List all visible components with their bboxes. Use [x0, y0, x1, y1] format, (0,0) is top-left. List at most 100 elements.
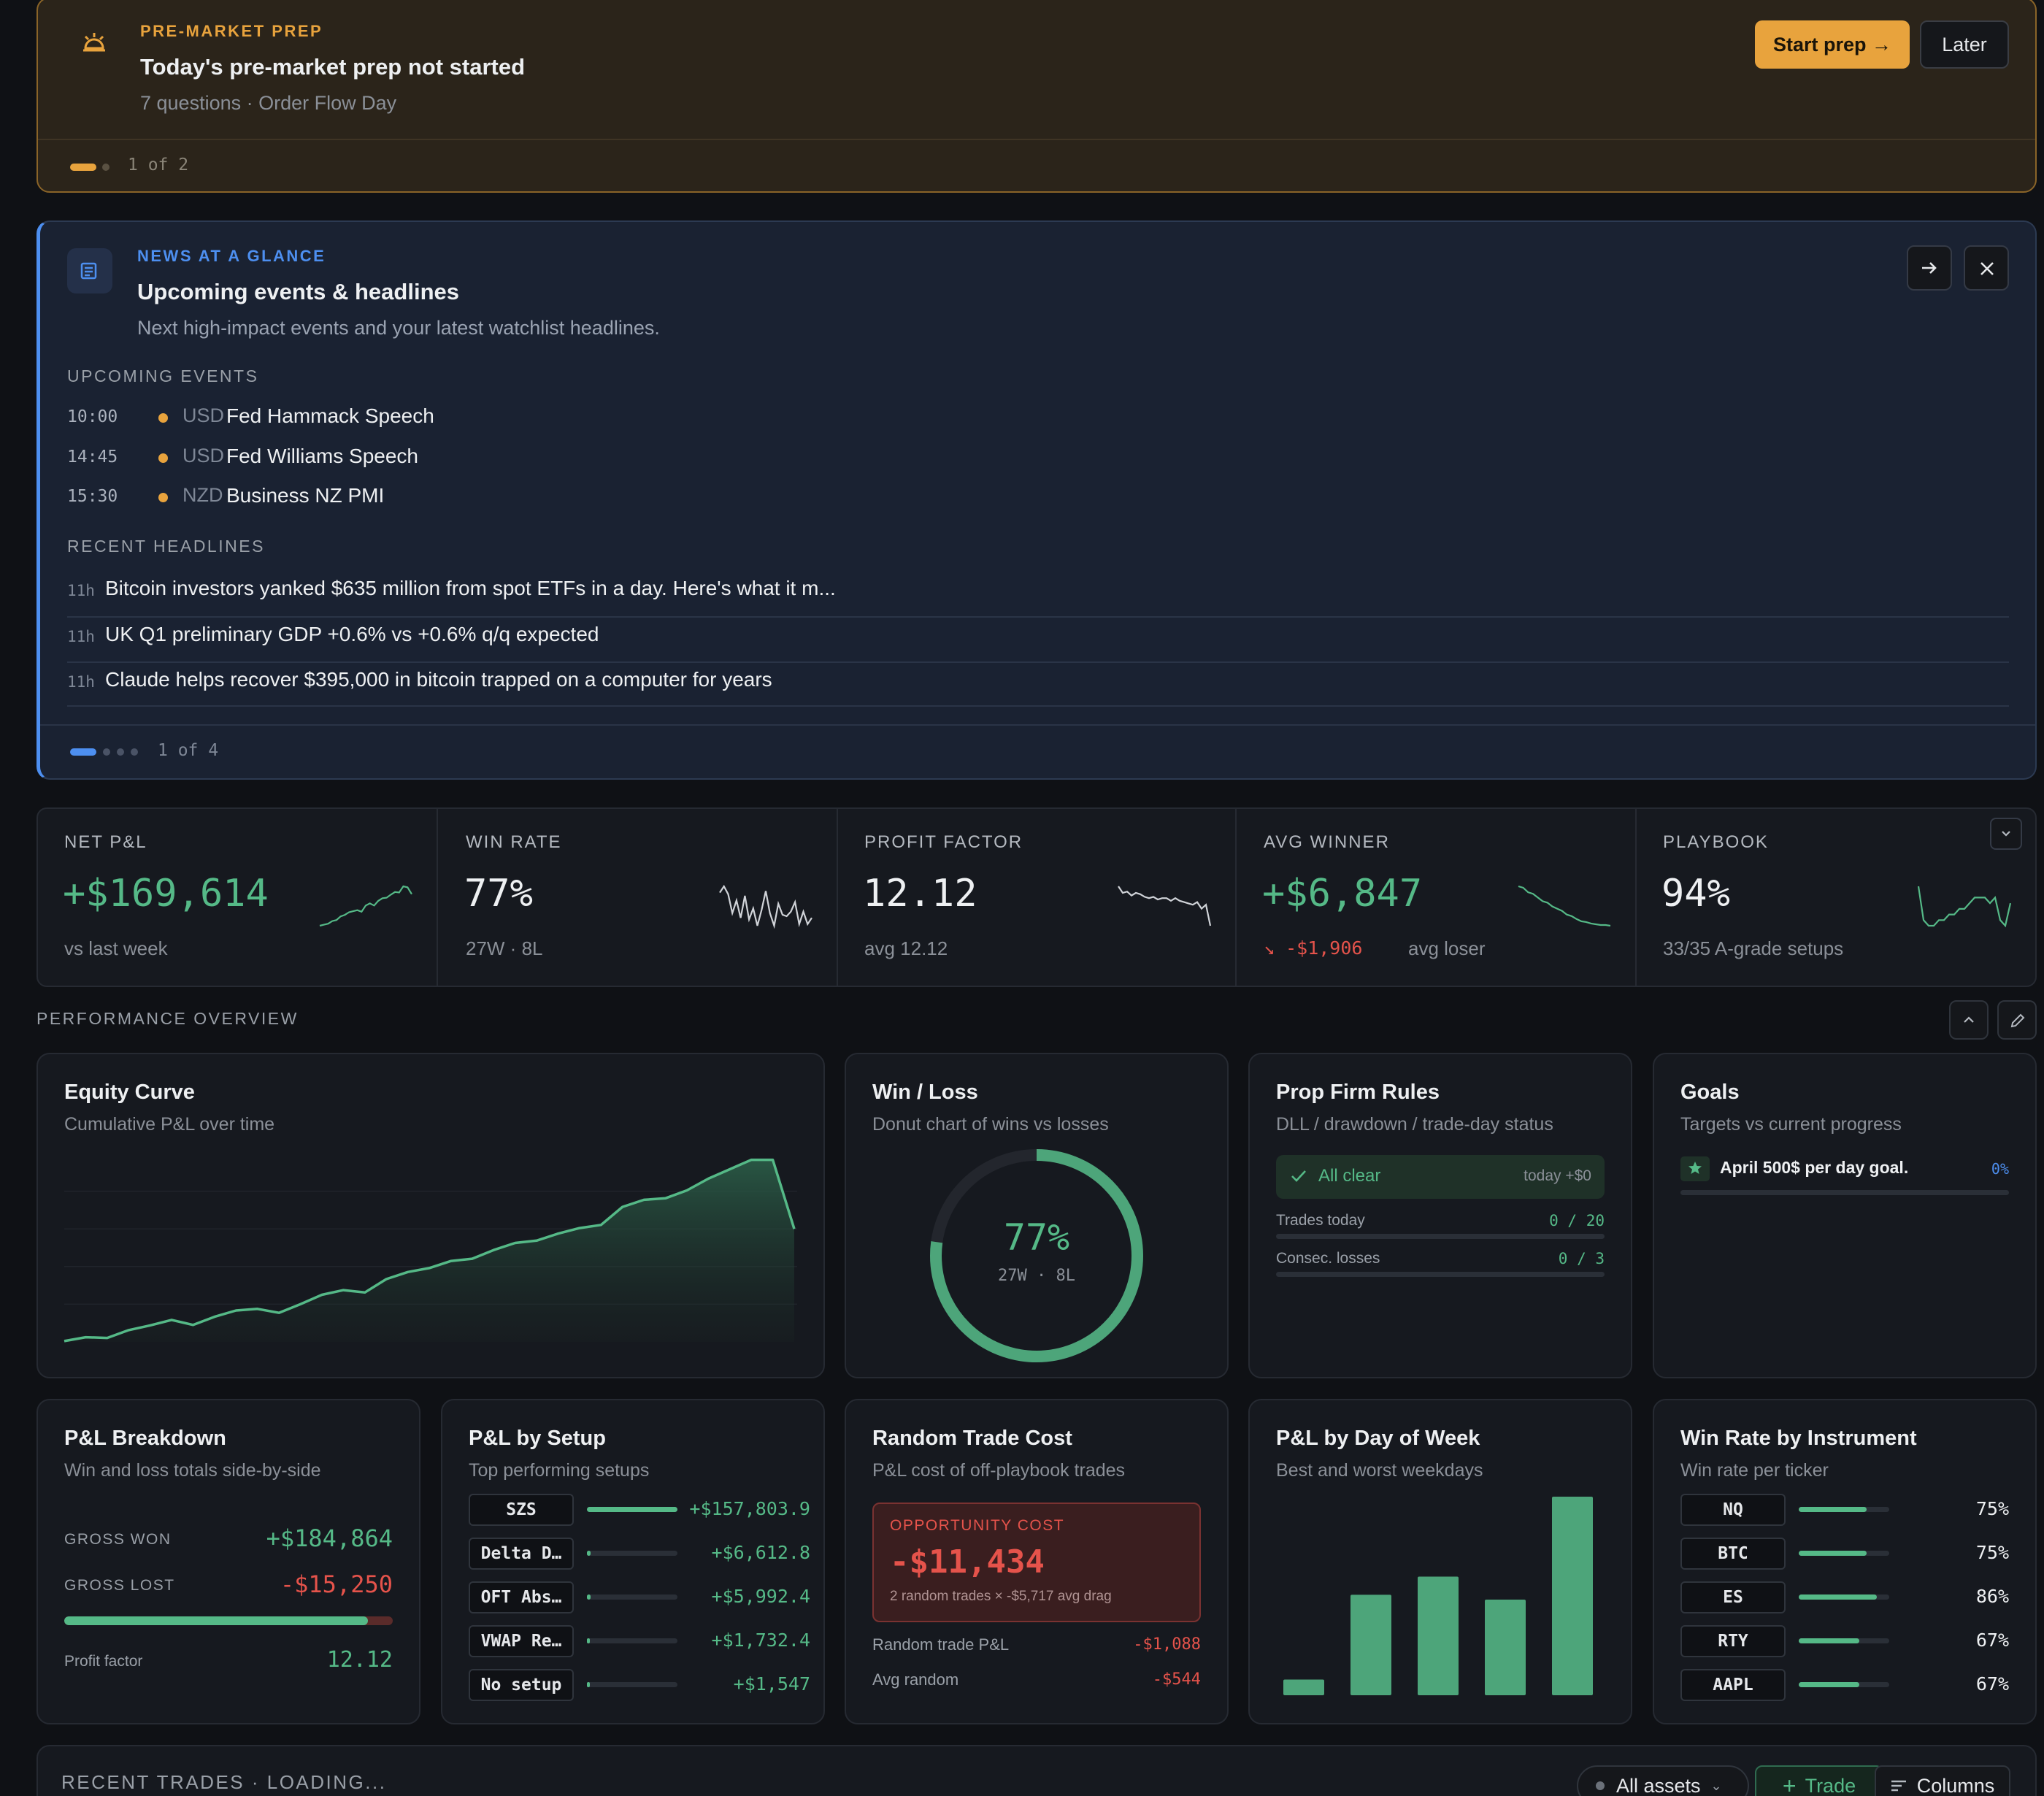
win-loss-card — [845, 1053, 1229, 1378]
dow-bar[interactable] — [1485, 1599, 1526, 1695]
kpi-value: +$169,614 — [63, 872, 269, 916]
news-pager-dot[interactable] — [131, 748, 138, 756]
kpi-sub: 27W · 8L — [466, 937, 543, 959]
setup-name-chip[interactable]: No setup — [469, 1669, 574, 1701]
instrument-pct: 67% — [1975, 1673, 2009, 1695]
instrument-chip[interactable]: BTC — [1680, 1538, 1786, 1570]
event-dot — [158, 453, 168, 463]
dow-bar[interactable] — [1283, 1679, 1324, 1695]
chevron-down-icon: ⌄ — [1710, 1778, 1722, 1793]
kpi-sparkline — [1518, 885, 1611, 927]
plus-icon: + — [1782, 1772, 1797, 1796]
setup-name-chip[interactable]: Delta D… — [469, 1538, 574, 1570]
instrument-chip[interactable]: ES — [1680, 1581, 1786, 1613]
kpi-label: AVG WINNER — [1264, 832, 1390, 852]
event-time: 14:45 — [67, 448, 118, 467]
add-trade-button[interactable]: + Trade — [1755, 1765, 1883, 1796]
setup-name-chip[interactable]: VWAP Re… — [469, 1625, 574, 1657]
premarket-pager-dot-active[interactable] — [70, 164, 96, 171]
breakdown-title: P&L Breakdown — [64, 1427, 226, 1450]
kpi-sub-loser: ↘ -$1,906 — [1264, 937, 1363, 959]
sunrise-icon — [83, 33, 105, 52]
sparkline-path — [1917, 886, 2012, 928]
instrument-bar-fill — [1799, 1551, 1867, 1556]
event-name[interactable]: Fed Williams Speech — [226, 445, 418, 467]
random-row-value: -$1,088 — [1133, 1635, 1201, 1654]
kpi-sparkline — [1917, 886, 2012, 928]
setup-name-chip[interactable]: OFT Abs… — [469, 1581, 574, 1613]
prop-rule-bar — [1276, 1234, 1605, 1239]
instrument-bar-fill — [1799, 1594, 1877, 1600]
collapse-button[interactable] — [1949, 1000, 1989, 1040]
pencil-icon — [2010, 1013, 2025, 1028]
dow-chart — [1283, 1497, 1593, 1695]
event-name[interactable]: Fed Hammack Speech — [226, 404, 434, 427]
setup-value: +$1,732.4 — [711, 1630, 810, 1651]
equity-title: Equity Curve — [64, 1081, 195, 1104]
news-pager-dot-active[interactable] — [70, 748, 96, 756]
headline-link[interactable]: Claude helps recover $395,000 in bitcoin… — [105, 668, 772, 691]
kpi-value: 12.12 — [863, 872, 977, 916]
kpi-sub: avg loser — [1408, 937, 1486, 959]
dow-bar[interactable] — [1552, 1497, 1593, 1695]
instrument-chip[interactable]: NQ — [1680, 1494, 1786, 1526]
instrument-chip[interactable]: RTY — [1680, 1625, 1786, 1657]
dow-bar[interactable] — [1350, 1594, 1391, 1695]
prop-rule-bar — [1276, 1272, 1605, 1277]
columns-label: Columns — [1916, 1774, 1995, 1796]
donut-win-segment — [930, 1149, 1143, 1362]
setup-value: +$1,547 — [733, 1673, 810, 1695]
winloss-counts: 27W · 8L — [998, 1267, 1075, 1285]
kpi-label: WIN RATE — [466, 832, 562, 852]
news-open-button[interactable] — [1907, 245, 1952, 291]
prop-firm-card — [1248, 1053, 1632, 1378]
prop-status-pill — [1276, 1155, 1605, 1199]
kpi-expand-button[interactable] — [1990, 818, 2022, 850]
dow-bar[interactable] — [1418, 1576, 1459, 1695]
premarket-pager-dot[interactable] — [102, 164, 110, 171]
news-pager-text: 1 of 4 — [158, 741, 219, 760]
won-share-fill — [64, 1616, 368, 1625]
kpi-divider — [1635, 809, 1637, 986]
close-icon — [1980, 262, 1994, 275]
news-pager-dot[interactable] — [103, 748, 110, 756]
instrument-bar — [1799, 1682, 1889, 1687]
equity-chart — [64, 1158, 797, 1343]
premarket-label: PRE-MARKET PREP — [140, 22, 323, 40]
equity-subtitle: Cumulative P&L over time — [64, 1114, 275, 1135]
kpi-value: 77% — [464, 872, 533, 916]
kpi-divider — [1235, 809, 1237, 986]
sparkline-path — [1118, 886, 1212, 926]
start-prep-button[interactable]: Start prep → — [1755, 20, 1910, 69]
setup-name-chip[interactable]: SZS — [469, 1494, 574, 1526]
gross-lost-value: -$15,250 — [280, 1570, 393, 1598]
later-button[interactable]: Later — [1920, 20, 2009, 69]
event-name[interactable]: Business NZ PMI — [226, 484, 385, 507]
instrument-bar — [1799, 1594, 1889, 1600]
goal-progress-bar — [1680, 1190, 2009, 1195]
all-assets-dropdown[interactable]: All assets ⌄ — [1577, 1765, 1749, 1796]
premarket-pager-text: 1 of 2 — [128, 156, 189, 174]
winloss-subtitle: Donut chart of wins vs losses — [872, 1114, 1109, 1135]
kpi-divider — [437, 809, 438, 986]
news-subtitle: Next high-impact events and your latest … — [137, 317, 660, 339]
performance-overview-label: PERFORMANCE OVERVIEW — [36, 1009, 299, 1028]
headline-link[interactable]: UK Q1 preliminary GDP +0.6% vs +0.6% q/q… — [105, 623, 599, 645]
profit-factor-label: Profit factor — [64, 1653, 143, 1670]
premarket-divider — [38, 139, 2035, 140]
winloss-pct: 77% — [1003, 1216, 1070, 1259]
kpi-label: PROFIT FACTOR — [864, 832, 1023, 852]
setup-bar — [587, 1682, 677, 1687]
edit-layout-button[interactable] — [1997, 1000, 2037, 1040]
headline-age: 11h — [67, 628, 95, 645]
news-pager-dot[interactable] — [117, 748, 124, 756]
goal-label[interactable]: April 500$ per day goal. — [1720, 1158, 1909, 1177]
setup-bar — [587, 1551, 677, 1556]
sparkline-path — [1518, 885, 1611, 927]
columns-button[interactable]: Columns — [1875, 1765, 2010, 1796]
instrument-chip[interactable]: AAPL — [1680, 1669, 1786, 1701]
headline-link[interactable]: Bitcoin investors yanked $635 million fr… — [105, 577, 836, 599]
news-title: Upcoming events & headlines — [137, 279, 459, 304]
news-label: NEWS AT A GLANCE — [137, 247, 326, 265]
instrument-pct: 86% — [1975, 1586, 2009, 1607]
